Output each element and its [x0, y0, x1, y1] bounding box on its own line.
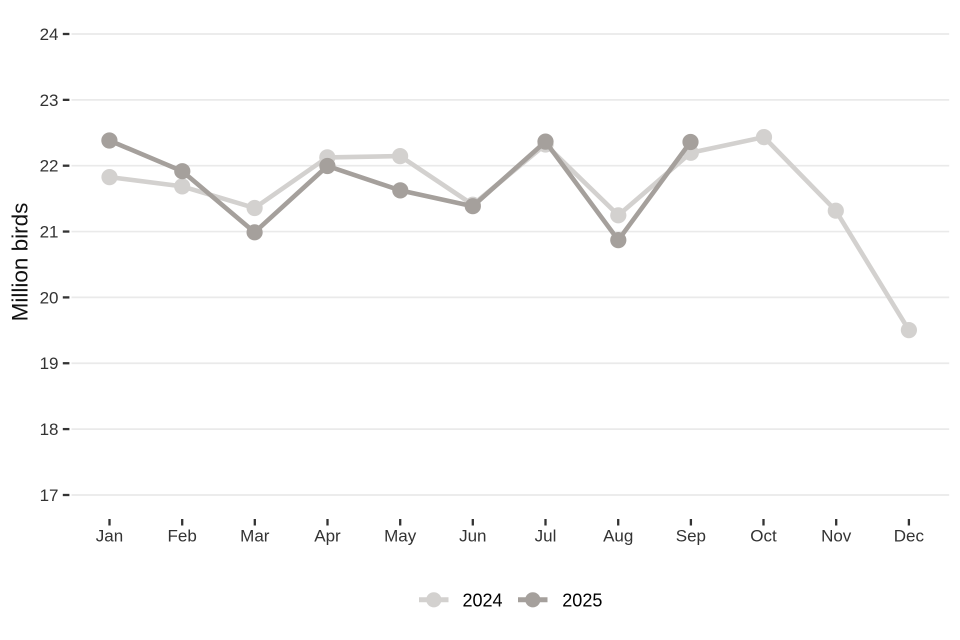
svg-text:Aug: Aug — [603, 527, 633, 546]
svg-text:22: 22 — [40, 157, 59, 176]
svg-text:20: 20 — [40, 288, 59, 307]
svg-text:Apr: Apr — [314, 527, 341, 546]
svg-text:Feb: Feb — [168, 527, 197, 546]
svg-text:Jan: Jan — [96, 527, 123, 546]
svg-text:Oct: Oct — [750, 527, 777, 546]
svg-text:Mar: Mar — [240, 527, 270, 546]
svg-text:May: May — [384, 527, 417, 546]
svg-text:24: 24 — [40, 25, 59, 44]
svg-text:23: 23 — [40, 91, 59, 110]
svg-text:2025: 2025 — [562, 591, 602, 611]
svg-text:18: 18 — [40, 420, 59, 439]
svg-text:Jul: Jul — [535, 527, 557, 546]
svg-text:Dec: Dec — [894, 527, 925, 546]
svg-text:Million birds: Million birds — [7, 203, 32, 322]
svg-text:19: 19 — [40, 354, 59, 373]
svg-text:Sep: Sep — [676, 527, 706, 546]
svg-text:21: 21 — [40, 222, 59, 241]
svg-text:17: 17 — [40, 486, 59, 505]
svg-text:2024: 2024 — [463, 591, 503, 611]
svg-text:Nov: Nov — [821, 527, 852, 546]
svg-text:Jun: Jun — [459, 527, 486, 546]
